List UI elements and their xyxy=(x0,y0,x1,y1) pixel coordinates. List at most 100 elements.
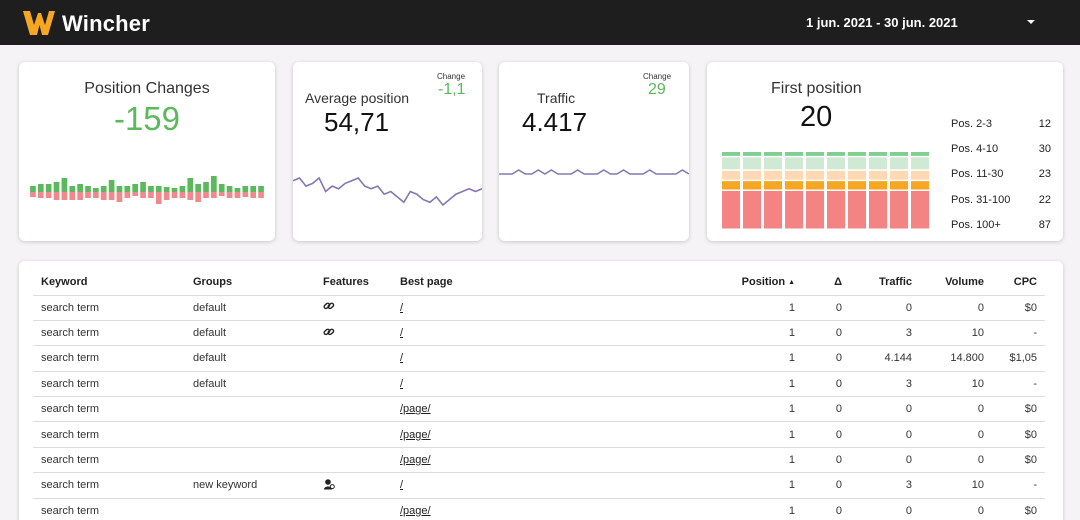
volume-cell: 0 xyxy=(920,294,992,321)
link-icon xyxy=(323,302,335,315)
keyword-cell: search term xyxy=(33,472,185,499)
volume-cell: 10 xyxy=(920,319,992,346)
col-header-features[interactable]: Features xyxy=(323,276,369,289)
legend-item: Pos. 100+ 87 xyxy=(951,219,1051,231)
col-header-volume[interactable]: Volume xyxy=(945,276,984,289)
sort-asc-icon: ▲ xyxy=(788,278,795,286)
bar-down xyxy=(124,192,131,198)
table-row[interactable]: search term/page/1 0 0 0 $0 xyxy=(33,421,1045,448)
bar-up xyxy=(132,184,139,192)
keyword-cell: search term xyxy=(33,446,185,473)
keyword-cell: search term xyxy=(33,396,185,422)
bar-down xyxy=(148,192,154,198)
position-cell: 1 xyxy=(702,319,803,346)
date-range[interactable]: 1 jun. 2021 - 30 jun. 2021 xyxy=(806,15,958,30)
stack-segment xyxy=(848,181,867,190)
bar-up xyxy=(124,186,131,192)
bar-down xyxy=(211,192,217,198)
legend-label: Pos. 11-30 xyxy=(951,168,1004,180)
stack-segment xyxy=(806,152,825,156)
legend-value: 12 xyxy=(1038,118,1051,130)
legend-label: Pos. 31-100 xyxy=(951,194,1011,206)
stack-segment xyxy=(890,157,909,170)
stack-segment xyxy=(764,157,783,170)
table-row[interactable]: search term/page/1 0 0 0 $0 xyxy=(33,396,1045,422)
stack-segment xyxy=(806,181,825,190)
bar-up xyxy=(258,186,264,192)
stack-segment xyxy=(743,152,762,156)
col-header-delta[interactable]: Δ xyxy=(834,276,842,289)
position-cell: 1 xyxy=(702,497,803,520)
col-header-cpc[interactable]: CPC xyxy=(1013,276,1037,289)
best-page-cell: /page/ xyxy=(392,421,702,448)
delta-cell: 0 xyxy=(803,345,850,372)
stack-segment xyxy=(722,152,741,156)
legend-item: Pos. 31-100 22 xyxy=(951,194,1051,206)
legend-value: 22 xyxy=(1038,194,1051,206)
traffic-cell: 0 xyxy=(850,446,920,473)
series-line xyxy=(499,169,689,175)
best-page-link[interactable]: / xyxy=(400,377,404,390)
table-row[interactable]: search term default/1 0 3 10- xyxy=(33,370,1045,397)
col-header-keyword[interactable]: Keyword xyxy=(41,276,88,289)
traffic-cell: 3 xyxy=(850,319,920,346)
legend-label: Pos. 2-3 xyxy=(951,118,992,130)
best-page-link[interactable]: / xyxy=(400,479,404,492)
chevron-down-icon[interactable] xyxy=(1024,15,1038,29)
cpc-cell: $0 xyxy=(992,421,1045,448)
best-page-link[interactable]: /page/ xyxy=(400,505,431,518)
table-row[interactable]: search term/page/1 0 0 0 $0 xyxy=(33,497,1045,520)
best-page-link[interactable]: /page/ xyxy=(400,454,431,467)
best-page-link[interactable]: / xyxy=(400,352,404,365)
features-cell xyxy=(315,497,392,520)
bar-up xyxy=(226,186,233,192)
stack-segment xyxy=(869,157,888,170)
traffic-cell: 0 xyxy=(850,421,920,448)
col-header-position[interactable]: Position ▲ xyxy=(702,270,803,295)
best-page-link[interactable]: /page/ xyxy=(400,428,431,441)
delta-cell: 0 xyxy=(803,319,850,346)
col-header-best-page[interactable]: Best page xyxy=(400,276,453,289)
stack-segment xyxy=(785,157,804,170)
position-cell: 1 xyxy=(702,345,803,372)
delta-cell: 0 xyxy=(803,370,850,397)
position-changes-card: Position Changes -159 xyxy=(19,62,275,241)
stack-segment xyxy=(890,181,909,190)
bar-up xyxy=(85,186,91,192)
bar-up xyxy=(148,186,154,192)
best-page-link[interactable]: /page/ xyxy=(400,403,431,416)
card-title: Position Changes xyxy=(84,80,210,97)
group-cell xyxy=(185,396,315,422)
legend-label: Pos. 100+ xyxy=(951,219,1001,231)
bar-up xyxy=(163,187,170,192)
stack-segment xyxy=(722,170,741,180)
delta-cell: 0 xyxy=(803,446,850,473)
best-page-cell: /page/ xyxy=(392,446,702,473)
change-label: Change xyxy=(437,72,466,81)
bar-down xyxy=(234,192,241,198)
table-row[interactable]: search term default/1 0 0 0 $0 xyxy=(33,294,1045,321)
stack-segment xyxy=(911,181,930,190)
cpc-cell: - xyxy=(992,319,1045,346)
stack-segment xyxy=(848,152,867,156)
stack-segment xyxy=(869,170,888,180)
volume-cell: 10 xyxy=(920,370,992,397)
position-cell: 1 xyxy=(702,472,803,499)
col-header-traffic[interactable]: Traffic xyxy=(878,276,912,289)
best-page-link[interactable]: / xyxy=(400,301,404,314)
bar-up xyxy=(179,186,186,192)
bar-down xyxy=(93,192,99,198)
stack-segment xyxy=(743,170,762,180)
delta-cell: 0 xyxy=(803,472,850,499)
table-row[interactable]: search term default / 1 0 4.144 14.800 $1,05 xyxy=(33,345,1045,372)
features-cell xyxy=(315,319,392,346)
group-cell: default xyxy=(185,345,315,372)
cpc-cell: $1,05 xyxy=(992,345,1045,372)
table-row[interactable]: search term default/1 0 3 10- xyxy=(33,319,1045,346)
col-header-groups[interactable]: Groups xyxy=(193,276,233,289)
table-row[interactable]: search term new keyword/1 0 3 10- xyxy=(33,472,1045,499)
stack-segment xyxy=(827,157,846,170)
best-page-link[interactable]: / xyxy=(400,327,404,340)
brand-name: Wincher xyxy=(62,11,150,36)
table-row[interactable]: search term/page/1 0 0 0 $0 xyxy=(33,446,1045,473)
